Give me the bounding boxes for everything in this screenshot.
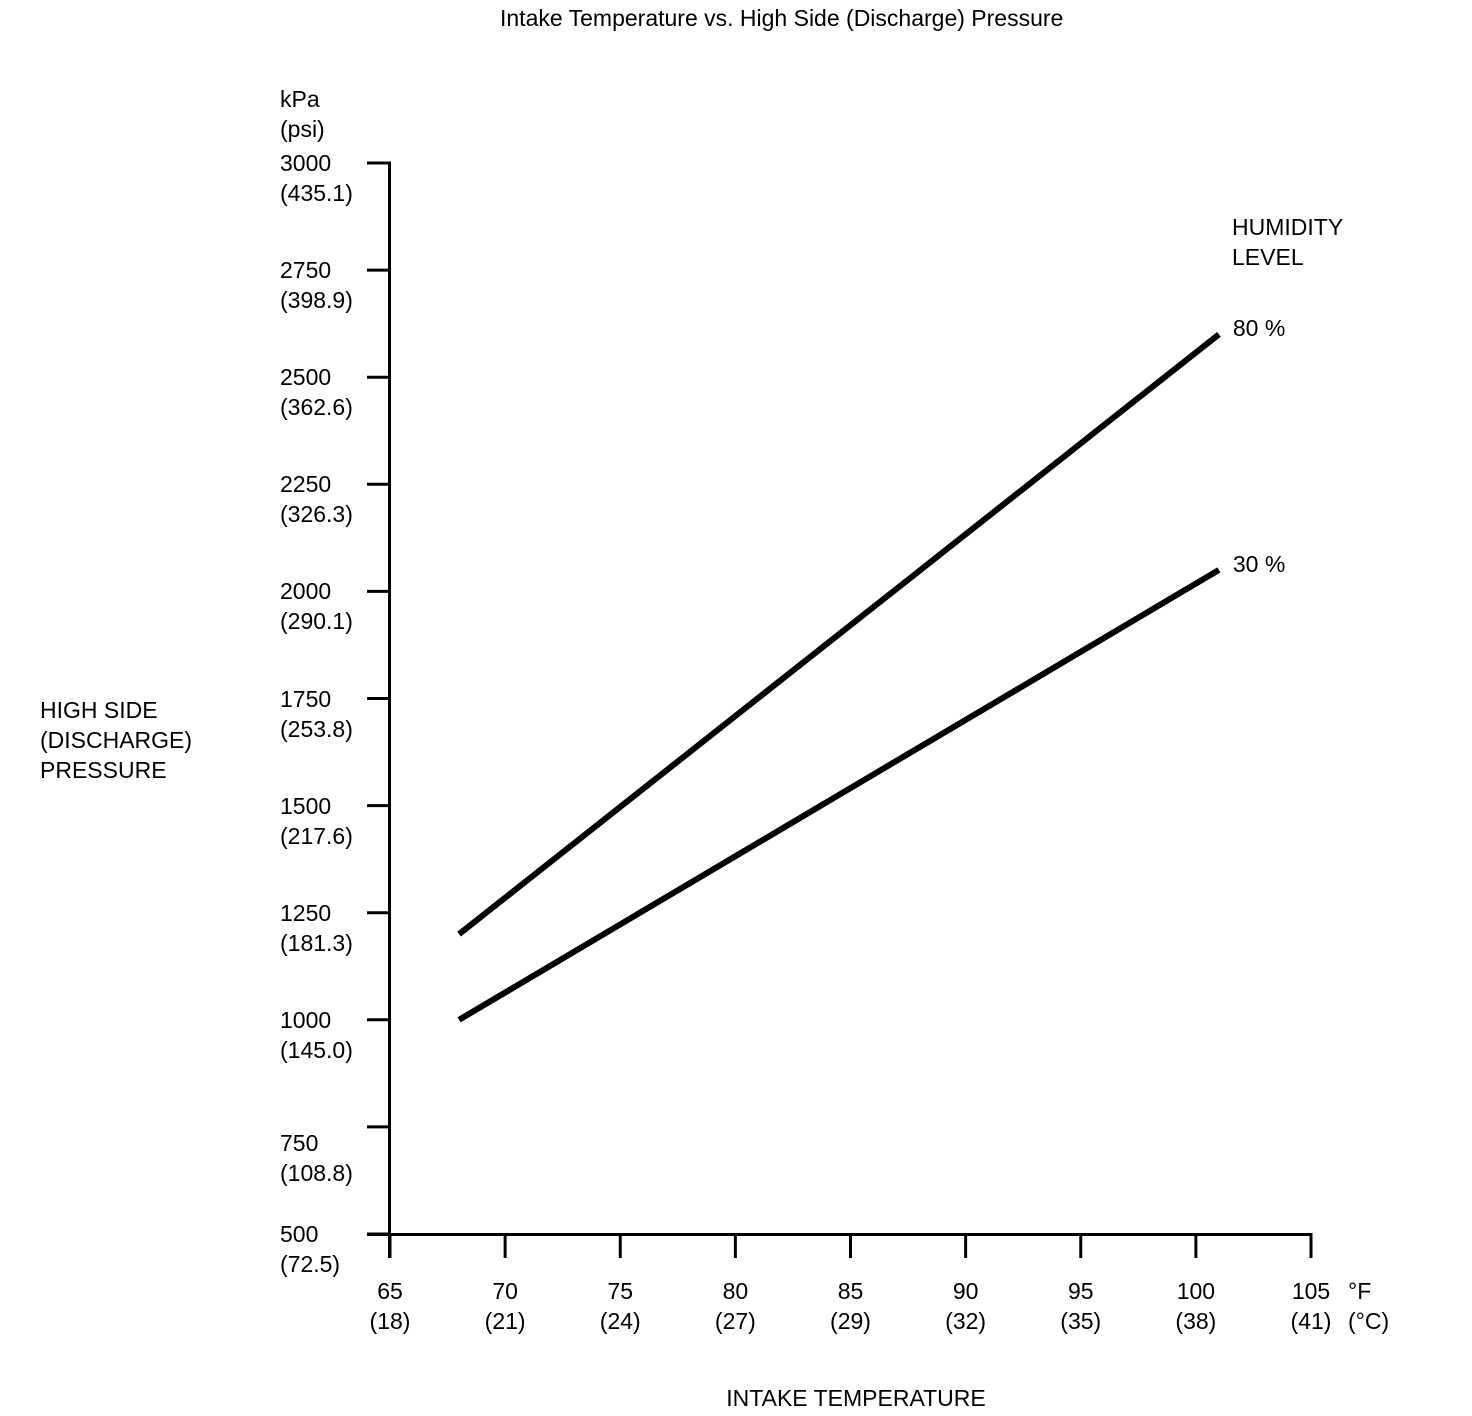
x-tick-label: 65 (18) (369, 1278, 411, 1334)
series-label-80: 80 % (1232, 315, 1286, 342)
y-tick-label: 3000 (435.1) (280, 150, 353, 206)
axes (367, 163, 1313, 1258)
x-axis-unit-label: °F (°C) (1348, 1278, 1390, 1334)
x-tick-label: 75 (24) (599, 1278, 641, 1334)
legend-title: HUMIDITY LEVEL (1232, 214, 1344, 270)
y-tick-label: 1250 (181.3) (280, 899, 353, 956)
y-tick-label: 2750 (398.9) (280, 257, 353, 314)
x-tick-label: 70 (21) (484, 1278, 526, 1334)
y-tick-label: 1500 (217.6) (280, 792, 353, 849)
x-tick-label: 105 (41) (1290, 1278, 1332, 1334)
x-tick-label: 95 (35) (1060, 1278, 1102, 1334)
series-label-30: 30 % (1232, 550, 1286, 577)
x-tick-label: 100 (38) (1175, 1278, 1217, 1334)
series-line-80 (457, 332, 1221, 937)
x-tick-label: 80 (27) (714, 1278, 756, 1334)
y-tick-label: 750 (108.8) (280, 1129, 353, 1186)
y-tick-label: 1000 (145.0) (280, 1006, 353, 1063)
y-axis-unit-label: kPa (psi) (280, 86, 325, 142)
y-tick-label: 1750 (253.8) (280, 685, 353, 742)
series-line-30 (457, 567, 1221, 1023)
data-lines (457, 332, 1221, 1023)
x-tick-label: 90 (32) (945, 1278, 987, 1334)
y-axis-title: HIGH SIDE (DISCHARGE) PRESSURE (40, 697, 193, 783)
x-tick-label: 85 (29) (830, 1278, 871, 1334)
x-axis-title: INTAKE TEMPERATURE (726, 1385, 986, 1411)
y-tick-label: 2000 (290.1) (280, 578, 353, 635)
y-tick-label: 500 (72.5) (280, 1221, 341, 1277)
axis-ticks (367, 161, 1313, 1258)
y-tick-label: 2500 (362.6) (280, 364, 353, 421)
y-tick-label: 2250 (326.3) (280, 471, 353, 528)
chart-title: Intake Temperature vs. High Side (Discha… (500, 5, 1064, 31)
